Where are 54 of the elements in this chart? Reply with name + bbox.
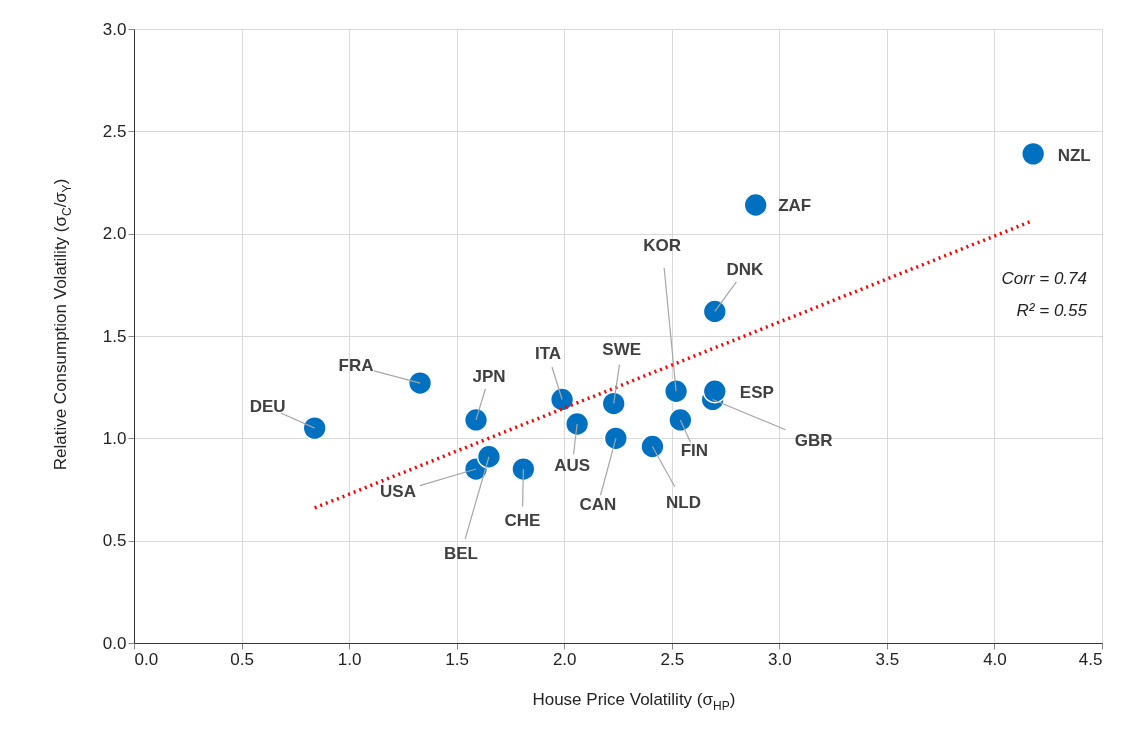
x-tick-label: 0.5 bbox=[230, 649, 254, 669]
annotation: JPN bbox=[472, 366, 506, 386]
point bbox=[1021, 141, 1046, 166]
point bbox=[743, 192, 768, 218]
point bbox=[302, 415, 327, 441]
point bbox=[476, 444, 502, 469]
annotation: ITA bbox=[535, 344, 562, 364]
point bbox=[564, 411, 590, 437]
x-tick-label: 1.0 bbox=[337, 649, 362, 669]
x-tick-label: 3.0 bbox=[768, 649, 792, 669]
point bbox=[463, 407, 489, 433]
point bbox=[702, 299, 727, 324]
point bbox=[511, 456, 536, 482]
annotation: CHE bbox=[504, 511, 541, 531]
x-tick-label: 4.0 bbox=[983, 649, 1007, 669]
x-tick-label: 4.5 bbox=[1078, 649, 1103, 669]
x-tick-label: 1.5 bbox=[445, 649, 469, 669]
point bbox=[640, 434, 665, 459]
annotation: NZL bbox=[1057, 145, 1091, 165]
x-tick-label: 0.0 bbox=[134, 649, 159, 669]
y-axis-title: Relative Consumption Volatility (σC/σY) bbox=[51, 178, 74, 471]
annotation: DEU bbox=[249, 397, 286, 417]
y-tick-label: 2.0 bbox=[102, 224, 127, 244]
annotation: CAN bbox=[579, 495, 617, 515]
annotation: DNK bbox=[726, 260, 764, 280]
annotation: BEL bbox=[443, 543, 478, 563]
x-tick-label: 2.0 bbox=[552, 649, 577, 669]
annotation: GBR bbox=[794, 431, 833, 451]
x-tick-label: 3.5 bbox=[875, 649, 900, 669]
annotation: NLD bbox=[665, 492, 701, 512]
point bbox=[549, 387, 575, 412]
point bbox=[702, 379, 727, 404]
point bbox=[603, 426, 628, 451]
annotation: AUS bbox=[554, 456, 591, 475]
annotation: R² = 0.55 bbox=[1016, 301, 1088, 320]
x-tick-label: 2.5 bbox=[660, 649, 685, 669]
y-tick-label: 0.0 bbox=[102, 633, 127, 653]
annotation: KOR bbox=[643, 236, 681, 256]
annotation: ZAF bbox=[778, 196, 812, 216]
annotation: ESP bbox=[739, 383, 774, 403]
annotation: FRA bbox=[338, 356, 374, 376]
annotation: FIN bbox=[680, 440, 709, 460]
y-tick-label: 2.5 bbox=[102, 121, 127, 141]
y-tick-label: 3.0 bbox=[102, 19, 127, 39]
y-tick-label: 0.5 bbox=[102, 531, 127, 551]
point bbox=[407, 370, 433, 396]
point bbox=[601, 391, 626, 416]
point bbox=[668, 407, 693, 433]
y-tick-label: 1.0 bbox=[102, 428, 127, 448]
point bbox=[663, 379, 689, 404]
annotation: Corr = 0.74 bbox=[1001, 269, 1087, 288]
y-tick-label: 1.5 bbox=[102, 326, 127, 346]
annotation: SWE bbox=[602, 339, 642, 359]
annotation: USA bbox=[380, 482, 416, 502]
